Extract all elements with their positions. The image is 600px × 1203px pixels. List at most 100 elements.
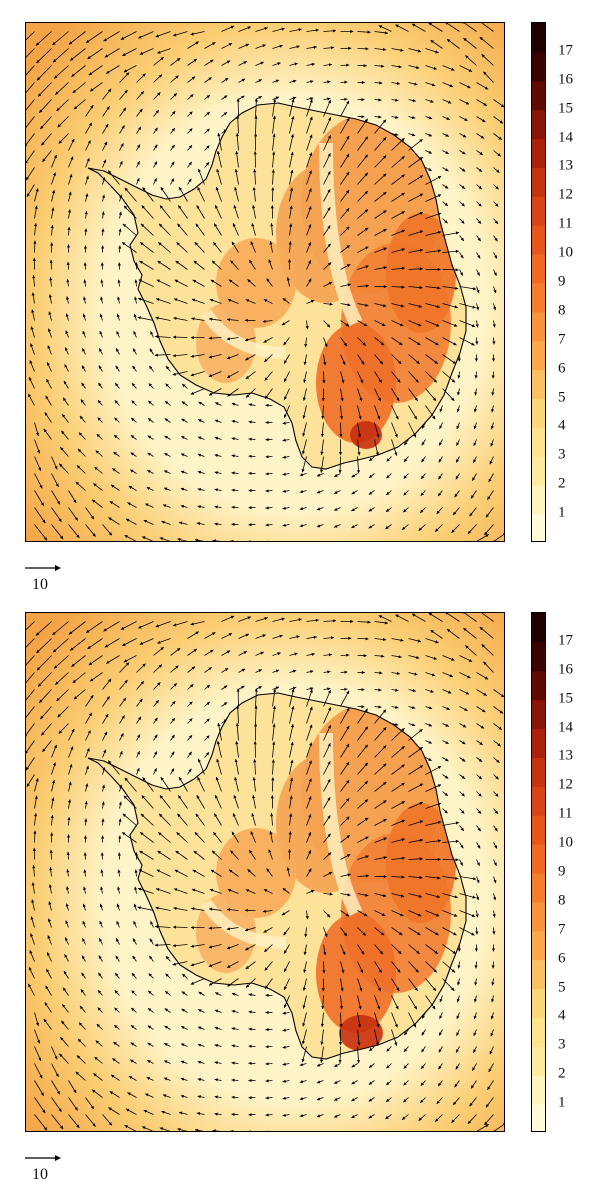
- wind-vector-head: [31, 882, 35, 886]
- wind-vector-head: [265, 455, 269, 459]
- wind-vector-head: [250, 241, 254, 245]
- wind-vector-head: [53, 744, 57, 749]
- wind-vector-head: [269, 831, 273, 835]
- wind-vector-head: [454, 305, 458, 309]
- wind-vector-head: [243, 61, 247, 65]
- wind-vector-head: [453, 913, 458, 917]
- wind-vector-head: [437, 839, 441, 843]
- wind-vector-head: [328, 100, 331, 104]
- wind-vector-head: [303, 379, 307, 383]
- wind-vector-head: [111, 1074, 115, 1078]
- colorbar-band: [532, 398, 545, 428]
- wind-vector-head: [119, 751, 123, 755]
- wind-vector-head: [118, 818, 122, 822]
- wind-vector-head: [244, 338, 249, 342]
- wind-vector: [237, 705, 239, 724]
- colorbar-tick-label: 8: [558, 302, 566, 319]
- wind-vector-head: [197, 187, 201, 191]
- wind-vector-head: [367, 620, 371, 624]
- wind-vector-head: [477, 810, 482, 814]
- wind-vector-head: [198, 758, 201, 763]
- wind-vector-head: [233, 205, 237, 209]
- wind-vector-head: [31, 292, 35, 296]
- wind-vector-head: [419, 765, 423, 769]
- wind-vector-head: [379, 81, 383, 85]
- wind-vector: [340, 100, 350, 117]
- wind-vector-head: [59, 463, 63, 467]
- wind-vector-head: [60, 1125, 64, 1130]
- wind-vector-head: [490, 443, 494, 447]
- wind-vector-head: [61, 430, 65, 435]
- wind-vector-head: [42, 748, 46, 752]
- wind-vector-head: [43, 1018, 47, 1023]
- wind-vector-head: [82, 313, 86, 318]
- wind-vector-head: [195, 1128, 199, 1131]
- wind-vector-head: [308, 868, 312, 872]
- wind-vector-head: [419, 248, 423, 252]
- wind-vector-head: [364, 726, 368, 730]
- wind-vector-head: [299, 1114, 304, 1118]
- wind-vector: [35, 542, 49, 543]
- wind-vector-head: [254, 98, 258, 102]
- wind-vector-head: [77, 1038, 82, 1043]
- wind-vector-head: [26, 176, 29, 181]
- wind-vector-head: [247, 869, 251, 873]
- wind-vector-head: [451, 1119, 455, 1123]
- wind-vector-head: [328, 117, 331, 121]
- wind-vector-head: [85, 765, 89, 770]
- wind-vector: [26, 621, 35, 631]
- wind-vector-head: [346, 707, 350, 712]
- wind-vector-head: [273, 688, 277, 692]
- wind-vector-head: [212, 632, 216, 636]
- wind-vector-head: [148, 973, 152, 977]
- wind-vector-head: [365, 246, 369, 250]
- wind-vector-head: [345, 913, 349, 917]
- wind-vector: [340, 690, 350, 707]
- wind-vector-head: [455, 476, 459, 480]
- wind-vector-head: [361, 688, 365, 692]
- wind-vector-head: [298, 618, 302, 622]
- wind-vector-head: [273, 98, 277, 102]
- wind-vector: [350, 542, 357, 543]
- colorbar-band: [532, 1104, 545, 1131]
- coastline: [87, 692, 467, 1060]
- wind-vector-head: [216, 169, 220, 173]
- wind-vector-head: [288, 831, 292, 835]
- wind-vector-head: [475, 914, 479, 918]
- wind-vector-head: [400, 638, 404, 642]
- wind-vector-head: [143, 519, 148, 523]
- wind-vector-head: [282, 472, 286, 476]
- wind-vector-head: [164, 1008, 169, 1012]
- wind-vector-head: [83, 852, 87, 856]
- wind-vector-head: [95, 450, 99, 454]
- wind-vector: [316, 1132, 323, 1133]
- wind-vector-head: [253, 759, 257, 763]
- wind-vector-head: [308, 206, 312, 210]
- wind-vector-head: [473, 287, 477, 291]
- wind-vector-head: [326, 914, 331, 918]
- wind-vector-head: [299, 524, 304, 528]
- wind-vector: [333, 1132, 340, 1133]
- wind-vector-head: [191, 666, 196, 670]
- wind-vector-head: [309, 134, 313, 138]
- wind-vector-head: [251, 223, 255, 227]
- wind-vector-head: [124, 535, 128, 539]
- wind-vector-head: [419, 212, 423, 215]
- wind-vector-head: [96, 434, 100, 438]
- colorbar-band: [532, 815, 545, 845]
- wind-vector-head: [417, 342, 421, 345]
- wind-vector-head: [57, 714, 61, 718]
- wind-vector-head: [133, 348, 136, 352]
- wind-vector-head: [120, 143, 124, 147]
- wind-vector-head: [36, 1022, 40, 1026]
- wind-vector-head: [308, 242, 312, 246]
- wind-vector-head: [395, 132, 399, 136]
- wind-vector-head: [54, 1056, 58, 1060]
- wind-vector-head: [265, 506, 269, 510]
- wind-vector-head: [357, 1042, 361, 1046]
- wind-vector-head: [437, 784, 442, 788]
- wind-vector-head: [401, 856, 405, 860]
- wind-vector-head: [323, 362, 327, 366]
- wind-vector: [26, 31, 35, 41]
- wind-vector-head: [401, 138, 405, 142]
